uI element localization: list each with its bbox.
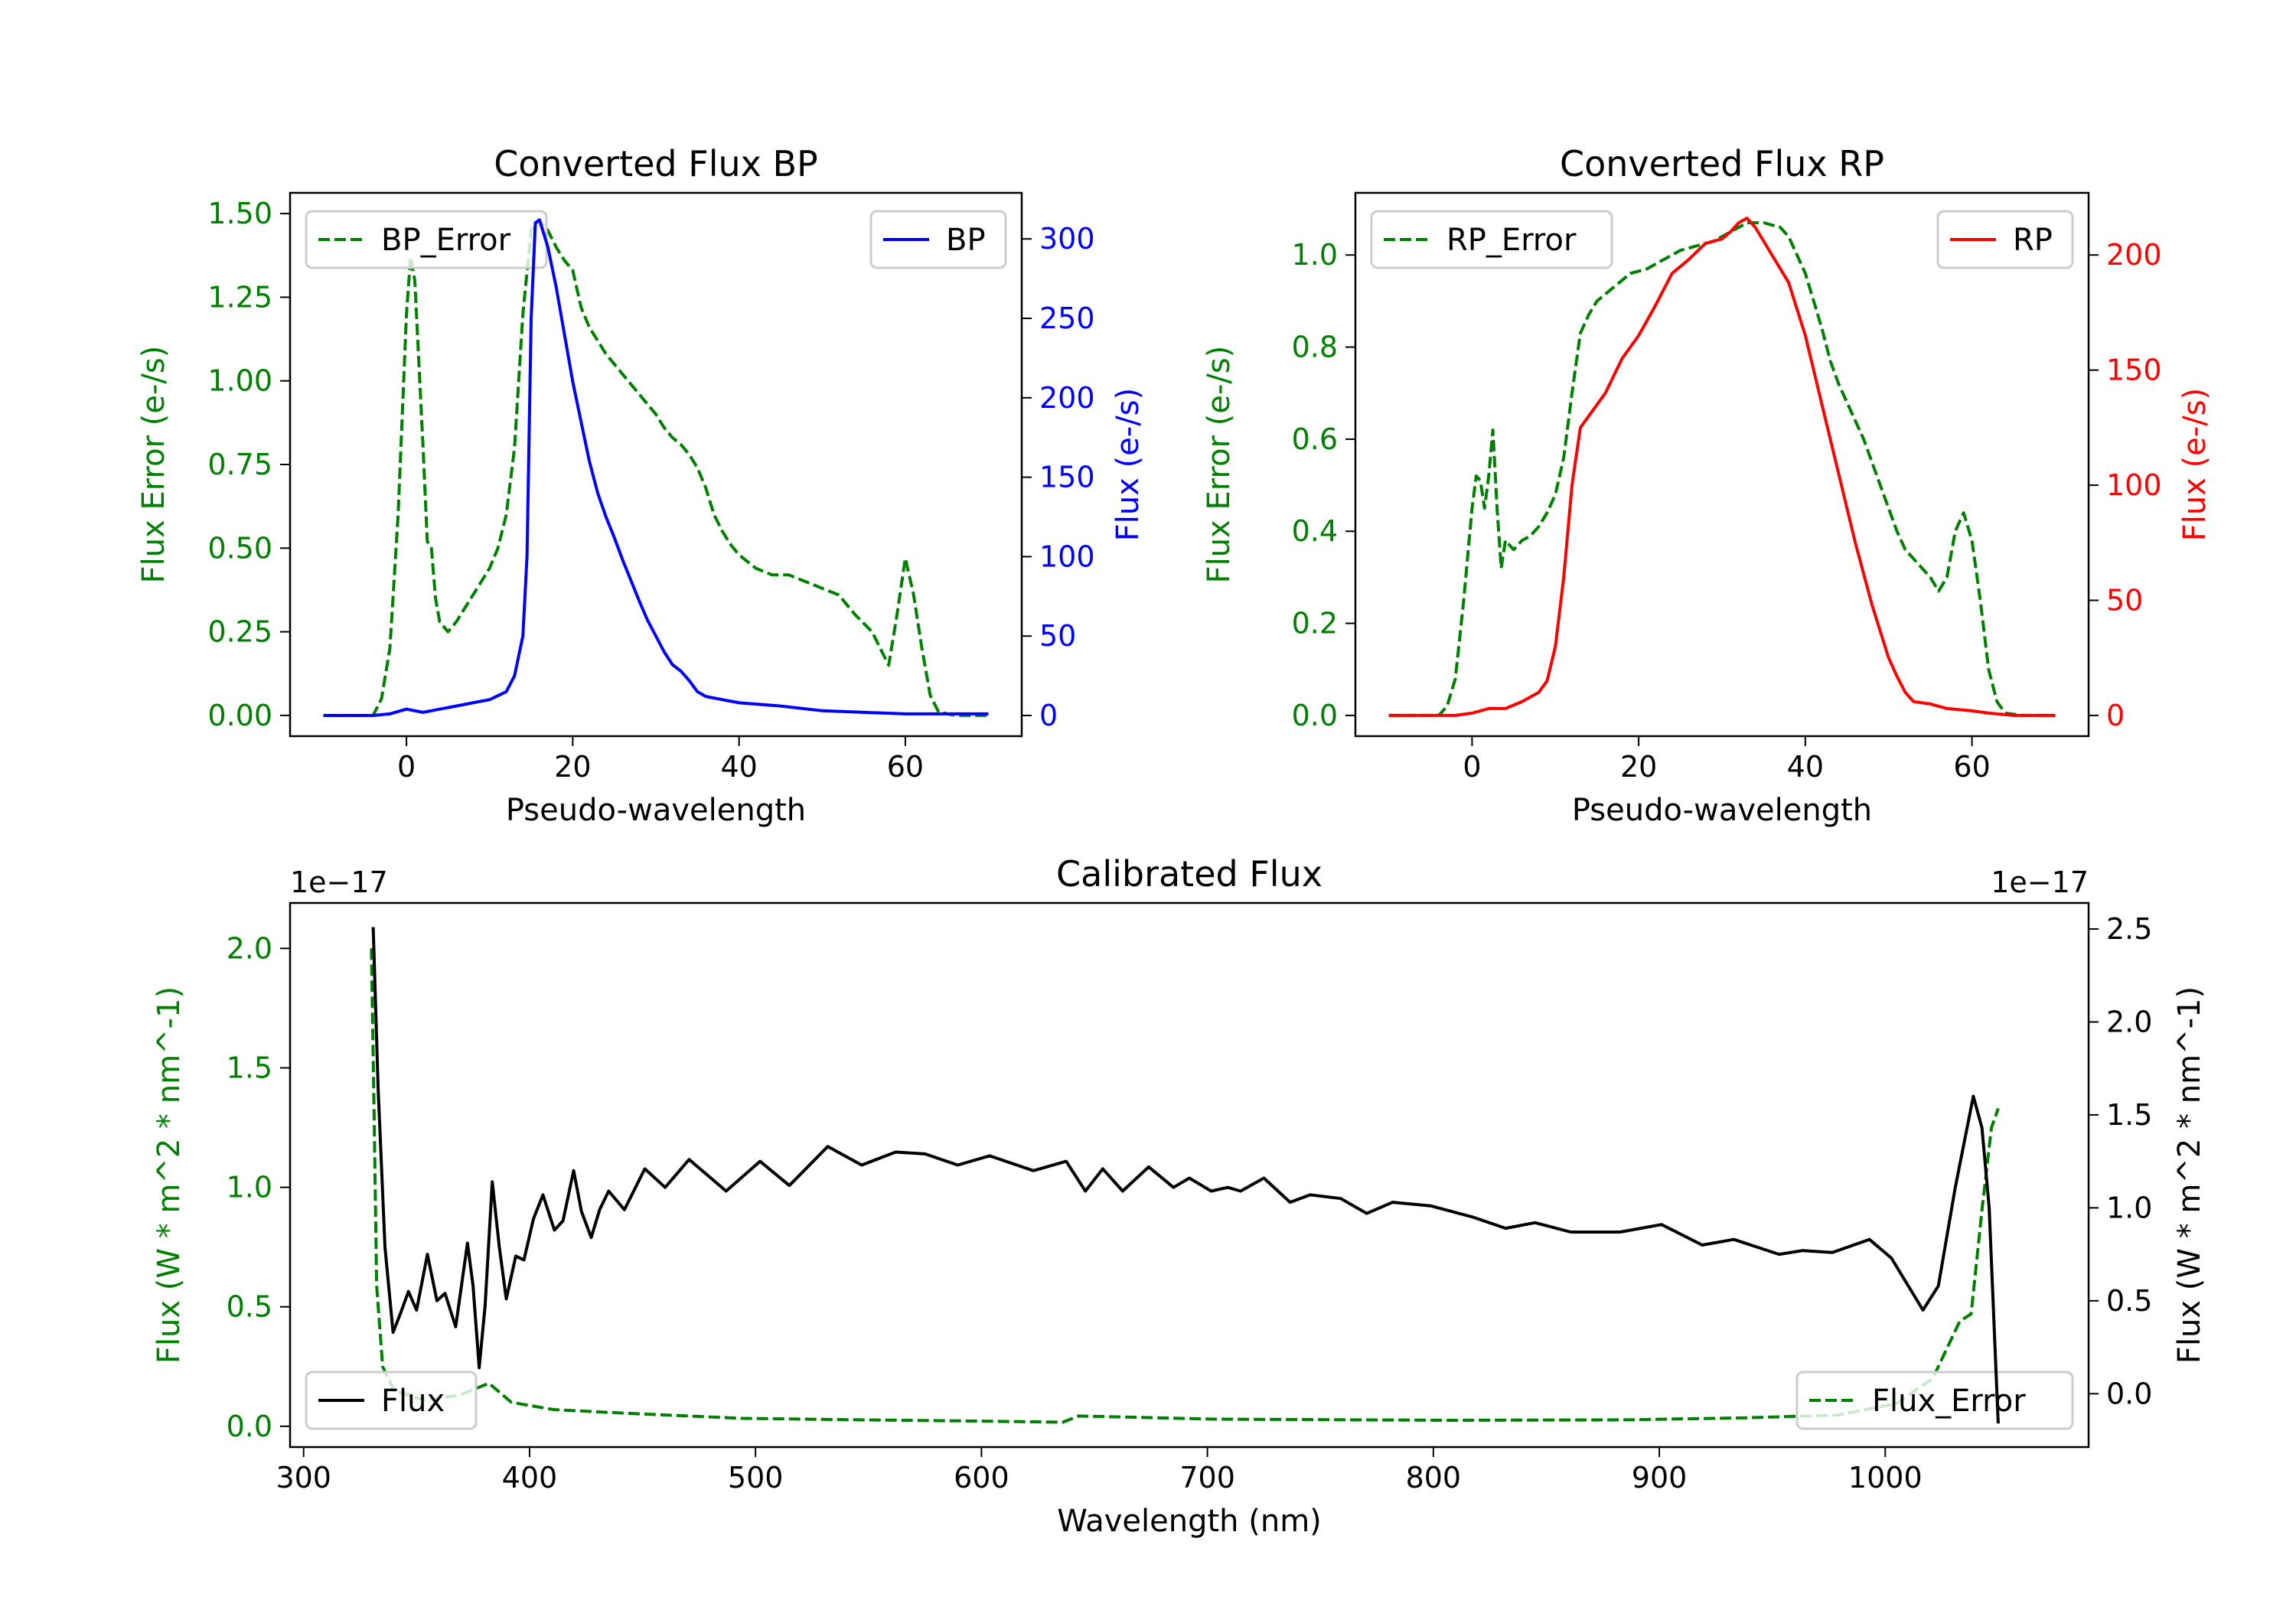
y-left-tick-label: 0.5: [227, 1290, 272, 1324]
legend-flux-error: Flux_Error: [1795, 1371, 2074, 1430]
y-left-tick-label: 1.0: [1292, 238, 1338, 272]
y-left-tick-label: 2.0: [227, 931, 272, 965]
series-line-bp: [323, 218, 989, 717]
chart-rp: Converted Flux RP 0 20 40 60 Pseudo-wavelengt…: [1202, 143, 2213, 828]
legend-bp: BP: [869, 210, 1007, 269]
x-tick-label: 1000: [1848, 1461, 1923, 1495]
y-right-tick-label: 150: [1039, 461, 1095, 494]
y-right-tick-label: 0: [1039, 699, 1058, 732]
x-tick-label: 20: [1620, 750, 1657, 784]
x-tick-label: 0: [1463, 750, 1481, 784]
legend-frame: [1795, 1371, 2074, 1430]
chart-calibrated: Calibrated Flux 300 400 500 600 700 800 900 1000…: [152, 853, 2207, 1539]
y-left-tick-label: 1.0: [227, 1171, 272, 1204]
y-left-tick-label: 0.8: [1292, 331, 1338, 364]
y-right-tick-label: 2.0: [2106, 1005, 2152, 1038]
x-tick-label: 500: [728, 1461, 784, 1495]
y-right-tick-label: 50: [2106, 584, 2143, 618]
x-tick-label: 40: [1787, 750, 1824, 784]
legend-frame: [1936, 210, 2074, 269]
y-left-tick-label: 0.0: [1292, 699, 1338, 732]
y-right-tick-label: 300: [1039, 222, 1095, 256]
y-right-tick-label: 2.5: [2106, 912, 2152, 946]
y-right-tick-label: 0.0: [2106, 1377, 2152, 1410]
legend-label: BP_Error: [381, 223, 511, 258]
legend-label: Flux: [381, 1384, 445, 1419]
legend-frame: [1370, 210, 1613, 269]
y-right-axis-label: Flux (e-/s): [2177, 388, 2213, 541]
y-left-axis-label: Flux Error (e-/s): [1202, 346, 1237, 584]
y-right-axis-label: Flux (W * m^2 * nm^-1): [2172, 986, 2207, 1364]
chart-title: Converted Flux BP: [494, 143, 818, 184]
y-right-tick-label: 1.5: [2106, 1098, 2152, 1132]
legend-bp-error: BP_Error: [305, 210, 548, 269]
y-left-offset-label: 1e−17: [290, 865, 388, 899]
y-left-tick-label: 0.25: [207, 615, 272, 649]
chart-title: Converted Flux RP: [1560, 143, 1884, 184]
legend-label: RP: [2013, 223, 2053, 258]
y-left-tick-label: 0.75: [207, 448, 272, 481]
y-right-tick-label: 200: [1039, 381, 1095, 415]
x-tick-label: 900: [1632, 1461, 1688, 1495]
series-line-flux: [371, 927, 2000, 1424]
legend-label: RP_Error: [1446, 223, 1577, 258]
y-right-tick-label: 100: [2106, 468, 2162, 502]
y-left-tick-label: 0.00: [207, 699, 272, 732]
y-left-tick-label: 0.4: [1292, 514, 1338, 548]
y-right-tick-label: 100: [1039, 539, 1095, 573]
legend-frame: [305, 1371, 478, 1430]
y-left-tick-label: 0.6: [1292, 422, 1338, 456]
x-tick-label: 300: [276, 1461, 331, 1495]
y-left-tick-label: 1.00: [207, 364, 272, 398]
y-right-tick-label: 0.5: [2106, 1284, 2152, 1318]
legend-flux: Flux: [305, 1371, 478, 1430]
y-left-tick-label: 0.0: [227, 1410, 272, 1443]
series-line-bp-error: [323, 218, 989, 717]
y-left-axis-label: Flux (W * m^2 * nm^-1): [152, 986, 187, 1364]
y-right-tick-label: 1.0: [2106, 1191, 2152, 1224]
y-left-tick-label: 1.5: [227, 1051, 272, 1084]
x-tick-label: 20: [554, 750, 591, 784]
y-left-tick-label: 0.50: [207, 531, 272, 565]
y-right-tick-label: 150: [2106, 354, 2162, 387]
y-right-tick-label: 0: [2106, 699, 2125, 732]
x-axis-label: Pseudo-wavelength: [506, 793, 806, 828]
y-right-offset-label: 1e−17: [1991, 865, 2089, 899]
y-left-tick-label: 1.25: [207, 280, 272, 314]
chart-bp: Converted Flux BP 0 20 40 60 Pseudo-wavelengt…: [136, 143, 1146, 828]
x-tick-label: 40: [720, 750, 757, 784]
x-tick-label: 700: [1179, 1461, 1235, 1495]
legend-frame: [869, 210, 1007, 269]
x-tick-label: 800: [1406, 1461, 1462, 1495]
x-tick-label: 600: [954, 1461, 1009, 1495]
y-right-tick-label: 200: [2106, 238, 2162, 272]
axes-frame: [289, 901, 2090, 1449]
legend-rp-error: RP_Error: [1370, 210, 1613, 269]
y-left-axis-label: Flux Error (e-/s): [136, 346, 171, 584]
series-line-rp: [1388, 217, 2056, 717]
y-left-tick-label: 0.2: [1292, 607, 1338, 641]
legend-rp: RP: [1936, 210, 2074, 269]
x-axis-label: Pseudo-wavelength: [1572, 793, 1872, 828]
legend-label: BP: [946, 223, 986, 258]
y-left-tick-label: 1.50: [207, 197, 272, 230]
x-tick-label: 400: [502, 1461, 558, 1495]
y-right-tick-label: 50: [1039, 619, 1076, 653]
legend-label: Flux_Error: [1872, 1384, 2026, 1419]
chart-title: Calibrated Flux: [1056, 853, 1322, 895]
axes-frame: [289, 191, 1023, 738]
x-tick-label: 60: [887, 750, 924, 784]
x-tick-label: 60: [1953, 750, 1990, 784]
y-right-tick-label: 250: [1039, 302, 1095, 335]
x-tick-label: 0: [397, 750, 416, 784]
axes-frame: [1354, 191, 2090, 738]
x-axis-label: Wavelength (nm): [1057, 1504, 1322, 1539]
y-right-axis-label: Flux (e-/s): [1110, 388, 1146, 541]
series-line-rp-error: [1388, 221, 2056, 717]
